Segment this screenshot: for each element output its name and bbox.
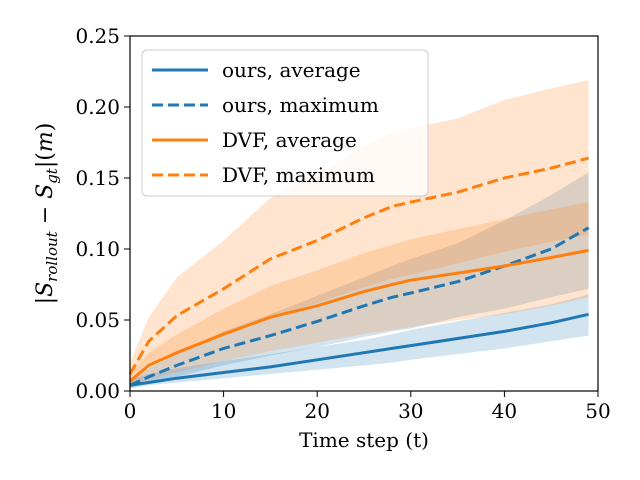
y-axis-label: |Srollout − Sgt|(m) <box>33 123 61 305</box>
confidence-bands <box>130 80 589 389</box>
plot-frame <box>129 35 599 392</box>
legend: ours, average ours, maximum DVF, average DV… <box>141 49 429 197</box>
legend-label: DVF, maximum <box>222 163 375 187</box>
series-line-dvf-maximum <box>128 156 589 375</box>
y-tick-label: 0.10 <box>75 237 120 261</box>
series-line-dvf-average <box>129 248 589 383</box>
y-axis: 0.00 0.05 0.10 0.15 0.20 0.25 <box>75 24 130 403</box>
series-line-ours-average <box>129 312 589 387</box>
x-tick-label: 30 <box>398 399 423 423</box>
x-tick-label: 40 <box>492 399 517 423</box>
band-ours-maximum <box>130 172 589 389</box>
x-axis-label: Time step (t) <box>299 428 429 452</box>
y-tick-label: 0.20 <box>75 95 120 119</box>
x-tick-label: 50 <box>585 399 610 423</box>
x-tick-label: 0 <box>124 399 137 423</box>
series-lines <box>128 156 590 387</box>
x-axis: 0 10 20 30 40 50 <box>124 391 611 423</box>
band-ours-average <box>130 294 589 389</box>
legend-label: DVF, average <box>222 128 357 152</box>
y-tick-label: 0.00 <box>75 379 120 403</box>
y-tick-label: 0.25 <box>75 24 120 48</box>
legend-label: ours, average <box>222 58 361 82</box>
x-tick-label: 10 <box>211 399 236 423</box>
y-tick-label: 0.05 <box>75 308 120 332</box>
band-dvf-maximum <box>130 80 589 386</box>
x-tick-label: 20 <box>304 399 329 423</box>
y-tick-label: 0.15 <box>75 166 120 190</box>
legend-label: ours, maximum <box>222 93 379 117</box>
legend-box <box>141 49 429 197</box>
